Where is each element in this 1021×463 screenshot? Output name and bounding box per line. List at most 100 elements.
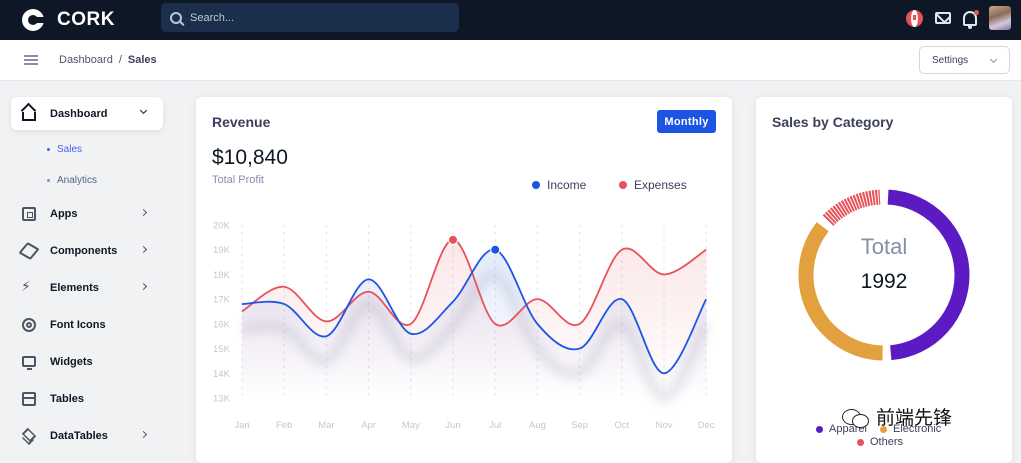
chevron-right-icon (139, 282, 148, 291)
donut-slice-apparel[interactable] (887, 189, 970, 361)
sidebar-subitem-analytics[interactable]: Analytics (47, 175, 97, 186)
donut-total-value: 1992 (860, 270, 908, 293)
donut-slice-others[interactable] (822, 189, 881, 227)
sidebar-subitem-sales[interactable]: Sales (47, 144, 82, 155)
chevron-down-icon (139, 106, 148, 115)
income-peak-marker (490, 244, 501, 255)
bullet-icon (47, 179, 50, 182)
search-input[interactable] (190, 11, 440, 24)
legend-income[interactable]: Income (532, 178, 586, 192)
x-tick-label: Jan (234, 420, 249, 431)
x-tick-label: Jul (489, 420, 501, 431)
sales-category-title: Sales by Category (772, 114, 894, 130)
bullet-icon (47, 148, 50, 151)
mail-icon[interactable] (935, 12, 951, 24)
watermark-text: 前端先锋 (876, 407, 953, 429)
legend-others[interactable]: Others (857, 436, 903, 448)
series-line-expenses (241, 238, 707, 327)
user-avatar[interactable] (989, 6, 1011, 30)
sidebar-item-label: DataTables (50, 429, 108, 442)
chevron-right-icon (139, 245, 148, 254)
zap-icon (21, 278, 36, 295)
layers-icon (22, 429, 36, 443)
y-tick-label: 18K (213, 270, 231, 281)
y-tick-label: 15K (213, 344, 231, 355)
app-name: CORK (57, 9, 115, 30)
top-navbar: CORK (0, 0, 1021, 40)
revenue-title: Revenue (212, 114, 271, 130)
donut-total-label: Total (860, 234, 908, 259)
sidebar-subitem-label: Analytics (57, 175, 98, 186)
legend-expenses-label: Expenses (634, 178, 687, 192)
y-tick-label: 13K (213, 394, 231, 405)
legend-expenses[interactable]: Expenses (619, 178, 687, 192)
sidebar-item-label: Widgets (50, 355, 93, 368)
breadcrumb-separator: / (118, 54, 122, 66)
sidebar-item-elements[interactable]: Elements (11, 271, 163, 304)
table-icon (22, 391, 36, 406)
sidebar: Dashboard Sales Analytics Apps Component… (0, 81, 180, 463)
legend-income-label: Income (547, 178, 587, 192)
revenue-card: Revenue Monthly $10,840 Total Profit Inc… (196, 97, 732, 463)
notification-bell-icon[interactable] (963, 9, 979, 29)
x-tick-label: Sep (571, 420, 588, 431)
navbar-actions (906, 6, 1011, 30)
cork-logo-icon (22, 9, 45, 31)
watermark: 前端先锋 (842, 403, 952, 430)
donut-slice-electronic[interactable] (798, 222, 883, 361)
target-icon (22, 317, 36, 332)
breadcrumb-parent[interactable]: Dashboard (59, 54, 113, 66)
income-line-shadow (241, 269, 711, 404)
settings-label: Settings (932, 54, 969, 66)
expenses-dot-icon (619, 181, 627, 189)
sales-donut-chart[interactable] (756, 157, 1012, 387)
x-tick-label: Nov (656, 420, 673, 431)
sidebar-item-tables[interactable]: Tables (11, 382, 163, 415)
sub-header: Dashboard / Sales Settings (0, 40, 1021, 81)
x-tick-label: Dec (698, 420, 715, 431)
menu-toggle-icon[interactable] (24, 55, 38, 65)
sidebar-item-font-icons[interactable]: Font Icons (11, 308, 163, 341)
search-icon (170, 11, 182, 24)
cpu-icon (22, 206, 36, 221)
sidebar-item-dashboard[interactable]: Dashboard (11, 97, 163, 130)
y-tick-label: 19K (213, 245, 231, 256)
total-profit-label: Total Profit (212, 174, 264, 186)
search-box[interactable] (161, 3, 459, 32)
x-tick-label: Aug (529, 420, 546, 431)
electronic-dot-icon (880, 425, 887, 433)
legend-electronic-label: Electronic (893, 423, 942, 435)
wechat-icon (842, 406, 870, 428)
y-tick-label: 16K (213, 319, 231, 330)
sidebar-item-widgets[interactable]: Widgets (11, 345, 163, 378)
chevron-down-icon (989, 55, 998, 64)
sidebar-item-label: Apps (50, 207, 78, 220)
settings-dropdown[interactable]: Settings (919, 46, 1010, 74)
breadcrumb-current: Sales (127, 54, 157, 66)
x-tick-label: Feb (276, 420, 292, 431)
period-monthly-button[interactable]: Monthly (657, 110, 716, 133)
x-tick-label: Oct (614, 420, 629, 431)
sidebar-item-components[interactable]: Components (11, 234, 163, 267)
app-logo[interactable]: CORK (22, 9, 115, 31)
others-dot-icon (857, 438, 864, 446)
legend-electronic[interactable]: Electronic (880, 423, 941, 435)
breadcrumb: Dashboard / Sales (59, 54, 157, 66)
apparel-dot-icon (816, 425, 823, 433)
sidebar-item-apps[interactable]: Apps (11, 197, 163, 230)
x-tick-label: Apr (361, 420, 376, 431)
revenue-line-chart[interactable]: 13K 14K 15K 16K 17K 18K 19K 20K Jan Feb Mar Apr May J… (196, 207, 732, 447)
sidebar-item-label: Font Icons (50, 318, 106, 331)
sidebar-item-label: Dashboard (50, 107, 108, 120)
legend-others-label: Others (870, 436, 904, 448)
monitor-icon (22, 356, 36, 370)
sidebar-item-datatables[interactable]: DataTables (11, 419, 163, 452)
sidebar-item-label: Elements (50, 281, 99, 294)
x-tick-label: Jun (445, 420, 460, 431)
chevron-right-icon (139, 208, 148, 217)
y-tick-label: 17K (213, 295, 231, 306)
sales-by-category-card: Sales by Category Total 1992 Apparel Ele… (756, 97, 1012, 463)
y-tick-label: 20K (213, 221, 231, 232)
box-icon (18, 241, 40, 260)
language-flag-icon[interactable] (906, 9, 923, 27)
